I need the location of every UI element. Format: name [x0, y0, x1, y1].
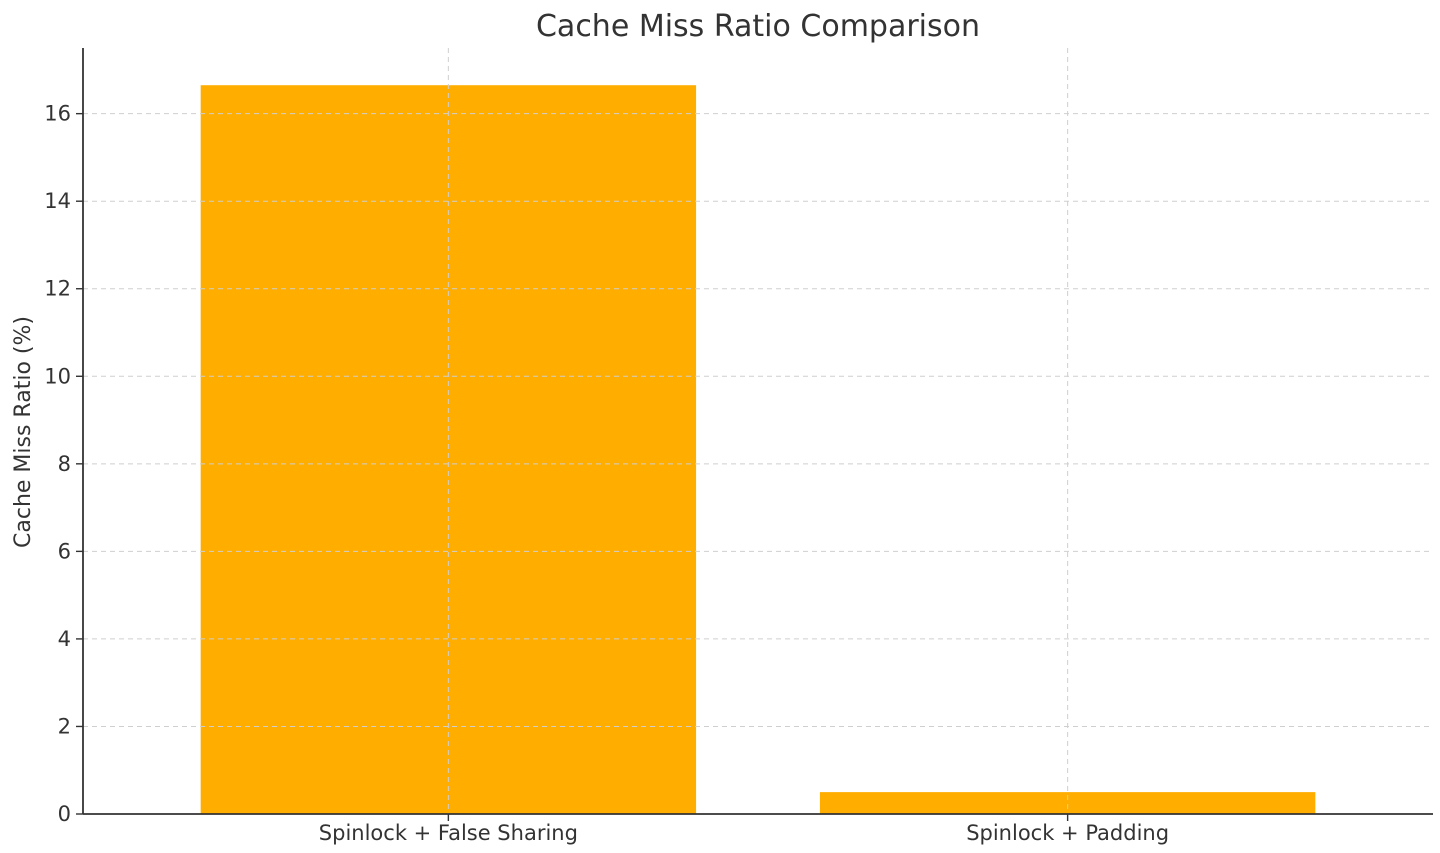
bars-layer: [200, 85, 1316, 815]
y-tick-label: 12: [44, 277, 71, 301]
y-tick-label: 6: [58, 539, 71, 563]
y-tick-label: 2: [58, 714, 71, 738]
y-tick-label: 10: [44, 364, 71, 388]
x-tick-label: Spinlock + Padding: [966, 821, 1169, 845]
chart-title: Cache Miss Ratio Comparison: [536, 9, 980, 44]
grid-layer: [83, 48, 1433, 814]
y-tick-label: 8: [58, 452, 71, 476]
y-tick-label: 4: [58, 627, 71, 651]
bar-2: [819, 792, 1316, 814]
axes-layer: [82, 48, 1433, 815]
x-tick-label: Spinlock + False Sharing: [319, 821, 578, 845]
bar-1: [200, 85, 697, 815]
y-tick-label: 14: [44, 189, 71, 213]
ticks-layer: 0 2 4 6 8 10 12 14 16 Spinlock + False Sharing Spi…: [44, 102, 1169, 845]
y-tick-label: 16: [44, 102, 71, 126]
y-axis-label: Cache Miss Ratio (%): [11, 316, 36, 548]
y-tick-label: 0: [58, 802, 71, 826]
